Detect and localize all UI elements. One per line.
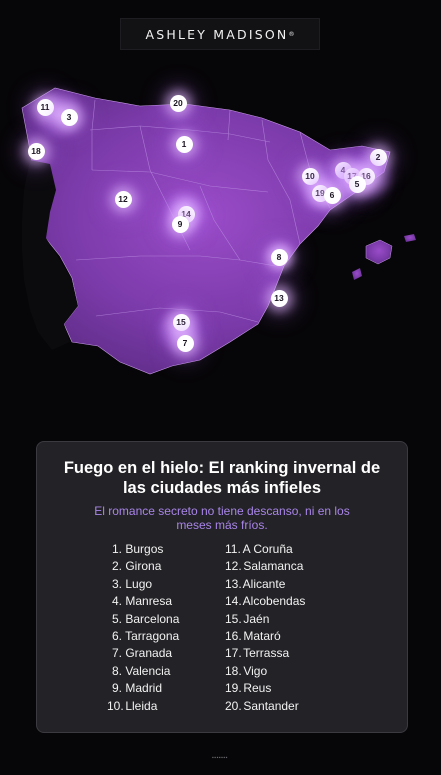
- ranking-item: 3. Lugo: [111, 576, 153, 591]
- ranking-column-left: 1. Burgos 2. Girona 3. Lugo 4. Manresa 5…: [107, 541, 179, 715]
- ranking-item: 2. Girona: [111, 559, 162, 574]
- registered-mark: ®: [288, 30, 295, 38]
- city-marker: 7: [176, 334, 194, 352]
- spain-map: 11 3 20 18 1 2 4 17 16 5 10 19 6 12 14 9…: [0, 60, 441, 405]
- ranking-item: 6. Tarragona: [111, 629, 180, 644]
- brand-name: ASHLEY MADISON: [145, 26, 289, 42]
- ranking-item: 13. Alicante: [225, 576, 286, 591]
- ranking-item: 18. Vigo: [225, 663, 268, 678]
- menorca: [404, 234, 416, 242]
- ranking-item: 19. Reus: [225, 681, 272, 696]
- ranking-item: 7. Granada: [111, 646, 173, 661]
- ranking-item: 8. Valencia: [111, 663, 171, 678]
- ranking-item: 1. Burgos: [111, 542, 164, 556]
- city-marker: 3: [60, 108, 78, 126]
- city-marker: 9: [171, 215, 189, 233]
- city-marker: 13: [270, 289, 288, 307]
- city-marker: 5: [348, 175, 366, 193]
- ranking-column-right: 11. A Coruña 12. Salamanca 13. Alicante …: [225, 541, 305, 715]
- city-marker: 12: [114, 190, 132, 208]
- city-marker: 11: [36, 98, 54, 116]
- mainland: [21, 87, 391, 375]
- ranking-item: 20. Santander: [225, 698, 299, 713]
- mallorca: [365, 239, 393, 265]
- ranking-item: 11. A Coruña: [225, 542, 293, 556]
- footer-watermark: ▪▪▪▪▪▪▪: [212, 755, 228, 761]
- ranking-item: 9. Madrid: [111, 681, 163, 696]
- city-marker: 18: [27, 142, 45, 160]
- card-title: Fuego en el hielo: El ranking invernal d…: [63, 459, 381, 497]
- ranking-item: 12. Salamanca: [225, 559, 304, 574]
- ranking-item: 14. Alcobendas: [225, 594, 306, 609]
- ranking-item: 16. Mataró: [225, 629, 281, 644]
- ranking-item: 10. Lleida: [107, 698, 158, 713]
- city-marker: 15: [172, 313, 190, 331]
- brand-logo: ASHLEY MADISON ®: [120, 18, 320, 50]
- city-marker: 20: [169, 94, 187, 112]
- portugal: [22, 160, 78, 350]
- ibiza: [352, 268, 362, 280]
- ranking-item: 17. Terrassa: [225, 646, 290, 661]
- city-marker: 2: [369, 148, 387, 166]
- ranking-item: 4. Manresa: [111, 594, 173, 609]
- ranking-item: 5. Barcelona: [111, 611, 180, 626]
- city-marker: 8: [270, 248, 288, 266]
- city-marker: 1: [175, 135, 193, 153]
- card-subtitle: El romance secreto no tiene descanso, ni…: [94, 504, 350, 532]
- city-marker: 6: [323, 186, 341, 204]
- city-marker: 10: [301, 167, 319, 185]
- ranking-card: Fuego en el hielo: El ranking invernal d…: [36, 441, 408, 733]
- ranking-item: 15. Jaén: [225, 611, 270, 626]
